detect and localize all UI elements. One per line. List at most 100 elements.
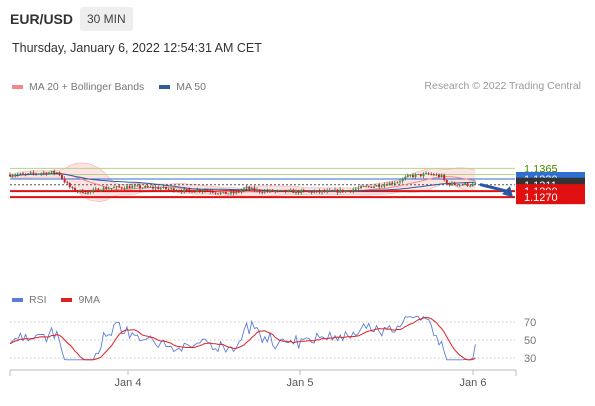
candle [14, 173, 17, 178]
candle [253, 185, 256, 193]
candle [32, 170, 35, 176]
candle [461, 183, 464, 186]
candle-body [68, 183, 71, 188]
candle-body [315, 190, 318, 192]
candle [360, 184, 362, 190]
candle [24, 172, 27, 177]
candle-body [170, 188, 173, 190]
candle [123, 186, 126, 191]
candle-body [269, 189, 271, 192]
candle [110, 188, 113, 191]
candle-body [29, 172, 32, 174]
candle-body [276, 190, 279, 192]
candle [128, 184, 131, 189]
candle [373, 185, 375, 189]
legend-swatch-ma20 [12, 85, 23, 89]
timeframe-badge[interactable]: 30 MIN [80, 7, 133, 31]
candle [167, 187, 170, 191]
candle-body [406, 175, 409, 177]
candle [113, 185, 115, 189]
candle [149, 185, 152, 188]
candle [201, 189, 204, 194]
candle-body [321, 190, 323, 193]
candle-body [113, 187, 115, 189]
candle-body [235, 191, 238, 194]
candle [235, 190, 238, 195]
candle-body [165, 186, 167, 189]
candle-body [380, 186, 383, 188]
candle [419, 173, 422, 178]
candle-body [313, 191, 316, 193]
candle [84, 190, 87, 195]
candle [269, 189, 271, 194]
candle [180, 189, 183, 194]
candle-body [55, 172, 58, 174]
candle [175, 189, 178, 193]
candle [344, 190, 347, 193]
candle-body [217, 193, 219, 195]
rsi-level-label-50: 50 [524, 335, 536, 347]
candle-body [139, 185, 141, 189]
candle-body [157, 187, 160, 190]
candle-body [144, 186, 147, 188]
candle-body [438, 174, 440, 177]
candle [334, 187, 336, 191]
candle-body [471, 183, 474, 186]
candle-body [448, 183, 451, 186]
candle-body [188, 189, 191, 191]
candle [74, 186, 76, 192]
rsi-panel: 70 50 30 [9, 315, 536, 365]
candle-body [388, 182, 391, 186]
candle-body [126, 186, 128, 189]
candle-body [349, 190, 352, 192]
candle-body [214, 192, 217, 194]
candle [448, 182, 451, 187]
projection-arrow [479, 183, 513, 198]
time-axis: Jan 4 Jan 5 Jan 6 [9, 369, 517, 389]
candle-body [167, 188, 170, 190]
candle [321, 190, 323, 195]
candle-body [256, 189, 258, 191]
candle-body [253, 187, 256, 191]
candle [183, 186, 186, 194]
candle [469, 184, 472, 188]
level-badge-bg-5 [516, 190, 585, 205]
candle-body [357, 187, 360, 189]
candle [282, 189, 284, 191]
candle-body [243, 188, 245, 191]
candle-body [183, 189, 186, 192]
candle-body [266, 190, 269, 192]
candle [206, 188, 209, 191]
candle [430, 172, 433, 176]
candle [308, 190, 310, 193]
candle [19, 172, 22, 176]
candle-body [45, 172, 48, 175]
candle-body [92, 189, 95, 192]
candle [464, 182, 466, 186]
candle [162, 185, 165, 189]
legend-item-ma50: MA 50 [159, 81, 206, 93]
candle [276, 189, 279, 193]
candle [245, 184, 248, 191]
candle [139, 183, 141, 191]
candle-body [354, 188, 357, 190]
candle [404, 175, 407, 181]
candle-body [191, 190, 193, 193]
candle [178, 189, 180, 193]
candle-body [331, 190, 334, 191]
candle-body [50, 171, 53, 173]
candle-body [271, 189, 274, 192]
candle [133, 183, 136, 189]
candle [237, 190, 240, 194]
candle [53, 169, 56, 176]
candle [68, 181, 71, 189]
candle [386, 182, 388, 186]
candle-body [131, 186, 134, 189]
candle-body [198, 189, 201, 192]
candle [227, 193, 230, 195]
candle-body [107, 188, 110, 190]
candle [370, 186, 373, 188]
